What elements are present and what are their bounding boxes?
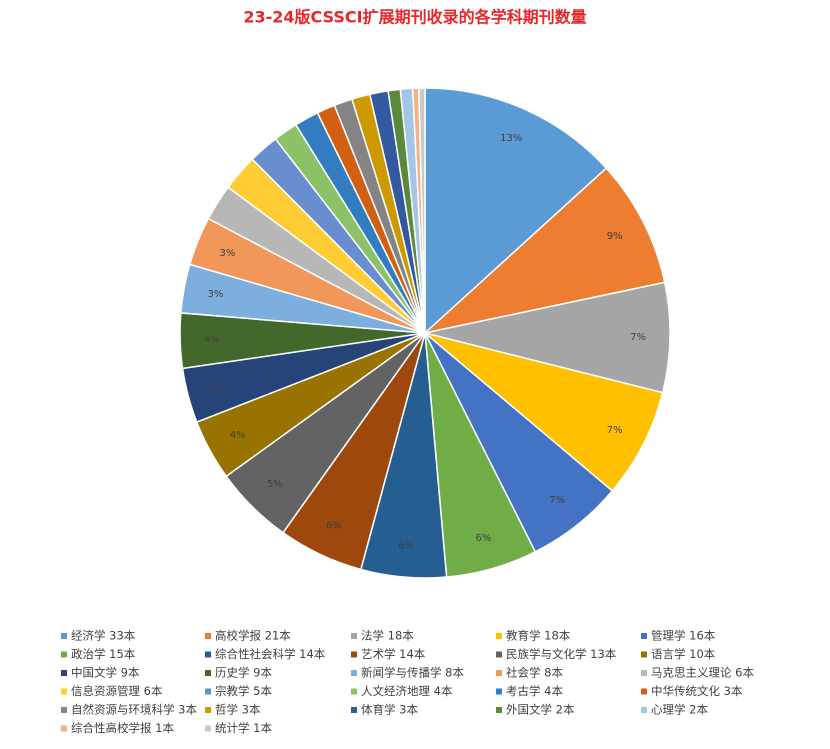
legend-marker — [351, 651, 357, 658]
pie-slice — [418, 87, 426, 334]
legend-marker — [205, 670, 211, 676]
legend-marker — [61, 670, 67, 676]
legend-label: 高校学报 21本 — [215, 629, 291, 643]
legend-label: 人文经济地理 4本 — [361, 684, 453, 698]
legend-label: 艺术学 14本 — [361, 647, 426, 661]
legend-label: 综合性社会科学 14本 — [215, 647, 326, 661]
legend-marker — [351, 688, 357, 695]
slice-label: 6% — [398, 540, 414, 551]
legend-marker — [351, 633, 357, 639]
pie-slice — [424, 87, 608, 335]
legend-marker — [641, 707, 647, 713]
slice-label: 9% — [607, 231, 623, 242]
legend-marker — [205, 633, 211, 639]
legend-label: 外国文学 2本 — [506, 703, 575, 717]
legend-label: 马克思主义理论 6本 — [651, 666, 754, 680]
slice-label: 7% — [630, 332, 646, 343]
pie-slice — [424, 281, 671, 394]
legend-label: 心理学 2本 — [651, 703, 708, 717]
legend-label: 考古学 4本 — [506, 684, 563, 698]
legend-marker — [61, 633, 67, 639]
legend-marker — [496, 707, 502, 713]
slice-label: 4% — [204, 335, 220, 346]
legend-label: 宗教学 5本 — [215, 684, 272, 698]
legend-label: 哲学 3本 — [215, 703, 261, 717]
legend-marker — [61, 707, 67, 713]
legend-label: 政治学 15本 — [71, 647, 136, 661]
legend-marker — [61, 688, 67, 695]
slice-label: 4% — [211, 383, 227, 394]
legend-marker — [351, 670, 357, 676]
legend-label: 体育学 3本 — [361, 703, 418, 717]
legend-label: 民族学与文化学 13本 — [506, 647, 617, 661]
legend-marker — [496, 670, 502, 676]
legend-marker — [496, 688, 502, 695]
legend-marker — [205, 725, 211, 732]
legend-marker — [641, 688, 647, 695]
slice-label: 7% — [607, 425, 623, 436]
slice-label: 3% — [220, 248, 236, 259]
legend-marker — [205, 688, 211, 695]
legend-marker — [61, 651, 67, 658]
legend-label: 统计学 1本 — [215, 721, 272, 735]
legend-marker — [641, 633, 647, 639]
legend-label: 历史学 9本 — [215, 666, 272, 680]
legend-marker — [641, 651, 647, 658]
legend-label: 语言学 10本 — [651, 647, 716, 661]
slice-label: 5% — [267, 479, 283, 490]
legend-marker — [496, 651, 502, 658]
legend-marker — [205, 651, 211, 658]
slice-label: 6% — [326, 521, 342, 532]
slice-label: 4% — [230, 430, 246, 441]
pie-slice — [424, 332, 664, 492]
legend-label: 综合性高校学报 1本 — [71, 721, 174, 735]
slice-label: 13% — [500, 133, 522, 144]
legend-marker — [641, 670, 647, 676]
pie-slice — [422, 167, 666, 335]
legend-marker — [61, 725, 67, 732]
legend-label: 中华传统文化 3本 — [651, 684, 743, 698]
legend-marker — [205, 707, 211, 713]
legend-label: 社会学 8本 — [506, 666, 563, 680]
legend-label: 信息资源管理 6本 — [71, 684, 163, 698]
legend-label: 自然资源与环境科学 3本 — [71, 703, 197, 717]
legend-label: 新闻学与传播学 8本 — [361, 666, 464, 680]
legend-label: 经济学 33本 — [71, 629, 136, 643]
legend-label: 中国文学 9本 — [71, 666, 140, 680]
legend-marker — [496, 633, 502, 639]
legend-label: 教育学 18本 — [506, 629, 571, 643]
slice-label: 6% — [475, 533, 491, 544]
slice-label: 7% — [549, 495, 565, 506]
legend-marker — [351, 707, 357, 713]
legend-label: 管理学 16本 — [651, 629, 716, 643]
slice-label: 3% — [207, 289, 223, 300]
chart-title: 23-24版CSSCI扩展期刊收录的各学科期刊数量 — [243, 8, 586, 27]
legend-label: 法学 18本 — [361, 629, 414, 643]
